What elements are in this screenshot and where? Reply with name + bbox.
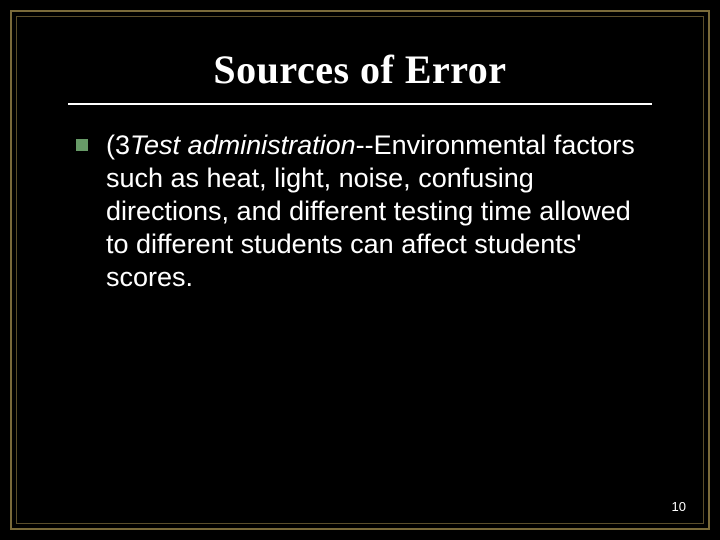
bullet-item: (3Test administration--Environmental fac… — [76, 129, 644, 294]
title-rule — [68, 103, 652, 105]
content-area: (3Test administration--Environmental fac… — [76, 129, 644, 294]
bullet-lead-prefix: (3 — [106, 130, 130, 160]
bullet-lead-italic: Test administration — [130, 130, 356, 160]
slide-title: Sources of Error — [12, 46, 708, 93]
bullet-text: (3Test administration--Environmental fac… — [106, 129, 644, 294]
slide: Sources of Error (3Test administration--… — [0, 0, 720, 540]
bullet-marker-icon — [76, 139, 88, 151]
page-number: 10 — [672, 499, 686, 514]
